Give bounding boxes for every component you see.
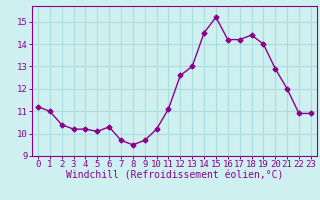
X-axis label: Windchill (Refroidissement éolien,°C): Windchill (Refroidissement éolien,°C) [66, 171, 283, 181]
